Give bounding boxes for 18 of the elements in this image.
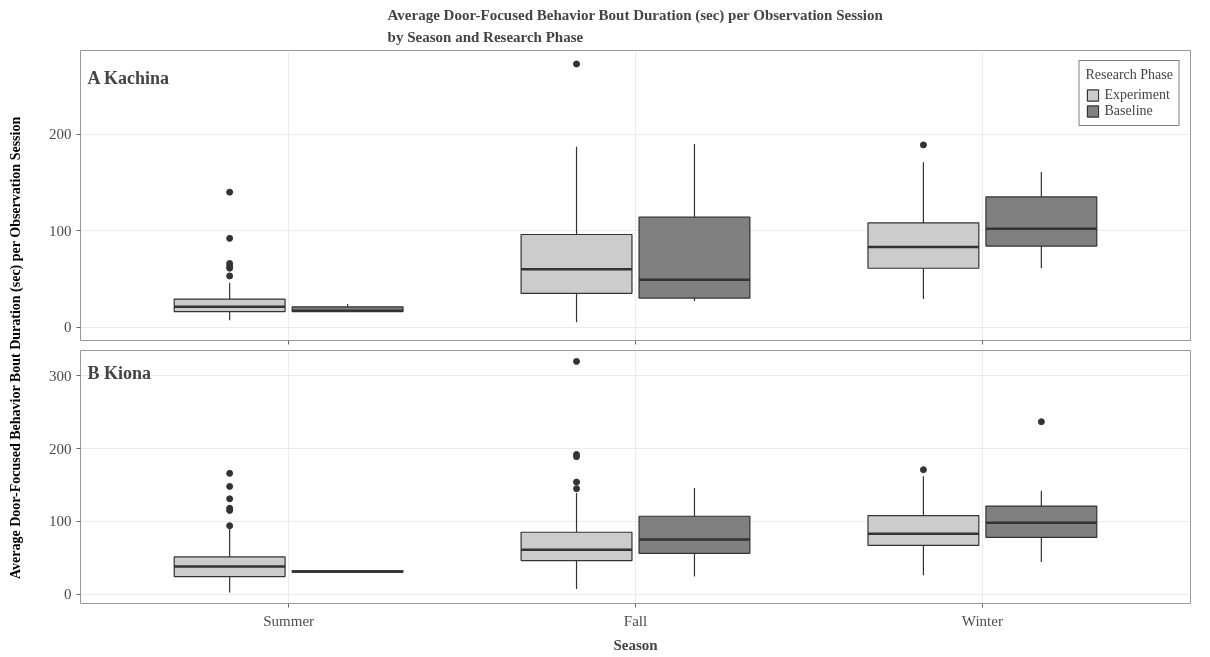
y-tick-label: 0 <box>64 586 72 603</box>
x-tick-label: Summer <box>263 612 315 629</box>
legend-title: Research Phase <box>1085 67 1173 83</box>
legend-label: Experiment <box>1104 87 1170 103</box>
x-tick-label: Fall <box>623 612 648 629</box>
x-tick-label: Winter <box>961 612 1003 629</box>
x-axis-title: Season <box>613 636 659 653</box>
y-tick-label: 100 <box>49 222 72 239</box>
chart-title: Average Door-Focused Behavior Bout Duration (sec) per Observation Session by Season and Research Phase <box>387 7 884 46</box>
y-axis-title: Average Door-Focused Behavior Bout Duration (sec) per Observation Session <box>8 116 24 580</box>
y-tick-label: 300 <box>49 367 72 384</box>
y-tick-label: 200 <box>49 440 72 457</box>
y-tick-label: 100 <box>49 513 72 530</box>
annotation: A Kachina <box>87 68 169 89</box>
y-tick-label: 200 <box>49 126 72 143</box>
legend-label: Baseline <box>1104 103 1153 119</box>
y-tick-label: 0 <box>64 319 72 336</box>
annotation: B Kiona <box>87 363 151 384</box>
